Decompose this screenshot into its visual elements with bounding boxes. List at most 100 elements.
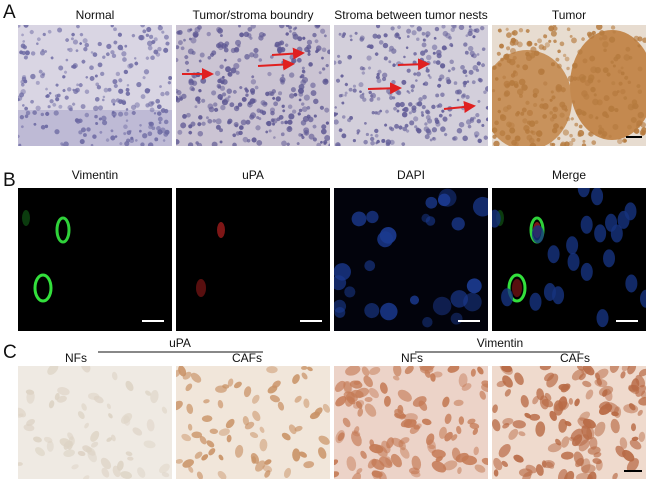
cell <box>376 139 380 144</box>
cell <box>163 47 169 53</box>
cell <box>475 113 480 118</box>
cell <box>283 467 292 478</box>
cell <box>24 50 30 56</box>
cell <box>198 89 202 93</box>
cell <box>251 137 257 143</box>
cell <box>63 449 75 457</box>
cell <box>633 35 640 42</box>
panel-label: C <box>3 342 17 363</box>
cell <box>594 66 601 74</box>
cell <box>402 126 408 132</box>
cell <box>411 30 417 36</box>
cell <box>496 51 501 56</box>
cell <box>303 461 315 469</box>
cell <box>57 27 63 33</box>
cell <box>608 36 616 43</box>
cell <box>582 380 592 388</box>
cell <box>281 104 285 108</box>
cell <box>83 133 87 137</box>
cell <box>199 52 205 58</box>
cell <box>119 142 123 146</box>
cell <box>636 84 641 89</box>
cell <box>224 97 230 103</box>
cell <box>126 84 130 87</box>
cell <box>638 368 646 377</box>
cell <box>97 62 103 68</box>
cell <box>502 375 513 388</box>
micrograph <box>176 366 330 479</box>
cell <box>441 109 445 113</box>
cell <box>134 61 139 66</box>
cell <box>546 373 559 388</box>
cell <box>310 90 317 96</box>
cell <box>94 114 98 119</box>
cell <box>485 86 488 92</box>
cell <box>416 128 422 134</box>
cell <box>479 390 486 400</box>
cell <box>410 89 414 93</box>
cell <box>341 115 346 119</box>
cell <box>596 25 603 31</box>
cell <box>449 43 454 47</box>
cell <box>176 139 180 145</box>
upa-signal <box>512 279 522 297</box>
cell <box>492 419 501 432</box>
cell <box>44 124 49 129</box>
cell <box>503 80 511 88</box>
cell <box>24 114 29 119</box>
cell <box>215 124 221 130</box>
cell <box>553 39 557 44</box>
cell <box>235 131 241 136</box>
cell <box>157 25 163 31</box>
cell <box>595 368 609 380</box>
cell <box>80 366 91 373</box>
cell <box>259 109 264 114</box>
cell <box>334 263 351 281</box>
cell <box>219 140 223 144</box>
cell <box>46 94 50 98</box>
cell <box>222 92 227 97</box>
cell <box>67 48 70 51</box>
cell <box>40 125 46 130</box>
micrograph <box>334 25 488 146</box>
cell <box>324 79 328 83</box>
cell <box>420 50 426 56</box>
cell <box>143 440 156 449</box>
cell <box>259 438 268 452</box>
cell <box>498 443 511 458</box>
cell <box>438 188 457 207</box>
cell <box>262 33 266 37</box>
cell <box>467 124 472 129</box>
cell <box>217 470 227 479</box>
cell <box>142 133 148 139</box>
cell <box>551 95 556 100</box>
cell <box>140 25 145 28</box>
cell <box>529 142 537 146</box>
cell <box>43 436 53 443</box>
cell <box>110 98 116 104</box>
cell <box>499 114 507 121</box>
cell <box>198 59 202 63</box>
cell <box>312 124 317 129</box>
cell <box>188 130 193 135</box>
cell <box>195 96 201 102</box>
cell <box>233 62 240 70</box>
cell <box>379 109 383 113</box>
nucleus <box>610 224 623 243</box>
cell <box>629 439 642 450</box>
cell <box>534 42 538 46</box>
cell <box>301 106 308 112</box>
cell <box>111 371 118 381</box>
cell <box>418 400 428 411</box>
cell <box>351 389 364 399</box>
cell <box>435 456 443 462</box>
cell <box>297 36 303 42</box>
cell <box>502 75 507 80</box>
cell <box>446 79 452 85</box>
cell <box>467 30 473 37</box>
cell <box>277 401 285 411</box>
cell <box>569 34 573 38</box>
cell <box>115 71 121 77</box>
cell <box>298 98 302 102</box>
cell <box>473 446 479 456</box>
